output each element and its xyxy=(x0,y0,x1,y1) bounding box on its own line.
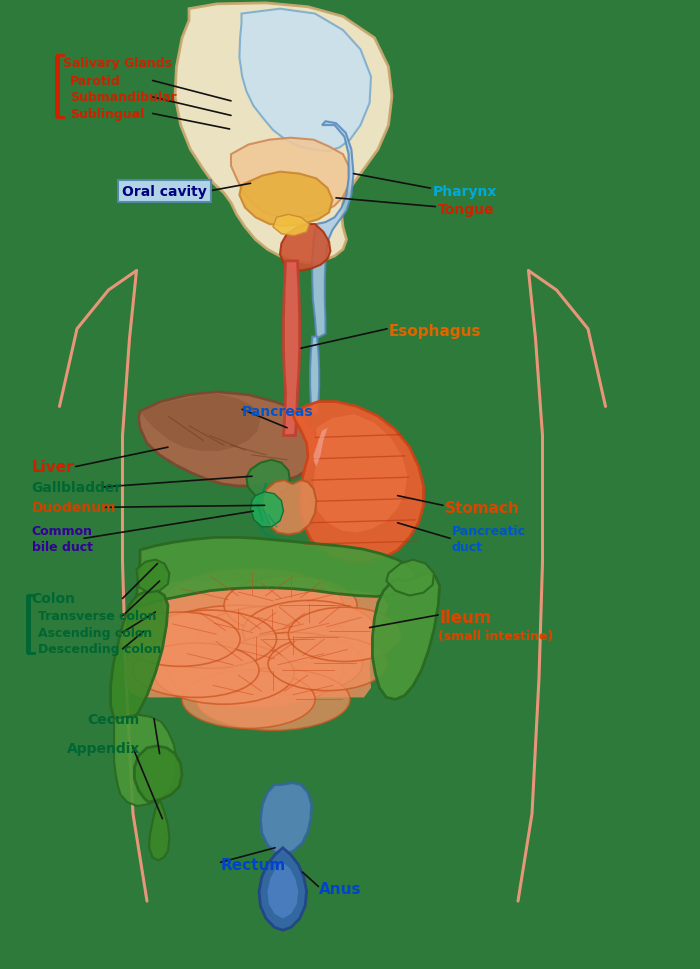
Polygon shape xyxy=(246,460,290,499)
Polygon shape xyxy=(280,225,330,271)
Polygon shape xyxy=(314,415,407,533)
Polygon shape xyxy=(372,574,440,700)
Polygon shape xyxy=(175,4,392,264)
Ellipse shape xyxy=(198,607,345,669)
Text: Pancreatic: Pancreatic xyxy=(452,524,526,538)
Text: Pharynx: Pharynx xyxy=(433,185,497,199)
Polygon shape xyxy=(114,715,176,806)
Ellipse shape xyxy=(121,612,240,667)
Text: duct: duct xyxy=(452,540,482,553)
Text: bile duct: bile duct xyxy=(32,540,92,553)
Text: Tongue: Tongue xyxy=(438,203,494,217)
Ellipse shape xyxy=(223,633,363,695)
Polygon shape xyxy=(310,337,319,415)
Text: (small intestine): (small intestine) xyxy=(438,629,553,642)
Polygon shape xyxy=(386,560,434,596)
Text: Salivary Glands: Salivary Glands xyxy=(63,56,172,70)
Ellipse shape xyxy=(243,601,376,663)
Ellipse shape xyxy=(168,634,343,707)
Text: Transverse colon: Transverse colon xyxy=(38,610,157,623)
Ellipse shape xyxy=(224,577,357,635)
Text: Pancreas: Pancreas xyxy=(241,405,313,419)
Text: Stomach: Stomach xyxy=(444,500,519,516)
Polygon shape xyxy=(139,392,318,486)
Polygon shape xyxy=(260,783,312,855)
Polygon shape xyxy=(312,122,354,339)
Polygon shape xyxy=(251,492,284,527)
Ellipse shape xyxy=(196,669,350,731)
Polygon shape xyxy=(134,746,182,802)
Ellipse shape xyxy=(268,637,387,691)
Text: Descending colon: Descending colon xyxy=(38,642,162,656)
Polygon shape xyxy=(239,10,371,152)
Polygon shape xyxy=(284,262,300,436)
Polygon shape xyxy=(111,591,168,725)
Text: Cecum: Cecum xyxy=(88,712,140,726)
Polygon shape xyxy=(262,481,316,535)
Text: Esophagus: Esophagus xyxy=(389,324,481,339)
Polygon shape xyxy=(239,172,332,227)
Polygon shape xyxy=(259,848,307,930)
Text: Colon: Colon xyxy=(32,592,76,606)
Ellipse shape xyxy=(133,643,259,698)
Text: Liver: Liver xyxy=(32,459,74,475)
Text: Ileum: Ileum xyxy=(440,609,492,626)
Text: Submandibular: Submandibular xyxy=(70,91,176,105)
Ellipse shape xyxy=(144,610,276,669)
Ellipse shape xyxy=(161,569,343,642)
Text: Rectum: Rectum xyxy=(220,857,286,872)
Text: Oral cavity: Oral cavity xyxy=(122,185,207,199)
Polygon shape xyxy=(136,560,169,593)
Polygon shape xyxy=(140,394,260,452)
Ellipse shape xyxy=(182,671,315,729)
Polygon shape xyxy=(267,862,298,919)
Ellipse shape xyxy=(154,642,294,704)
Text: Parotid: Parotid xyxy=(70,75,120,88)
Polygon shape xyxy=(293,402,424,562)
Polygon shape xyxy=(136,538,416,607)
Polygon shape xyxy=(273,215,309,236)
Text: Gallbladder: Gallbladder xyxy=(32,481,122,494)
Text: Sublingual: Sublingual xyxy=(70,108,144,121)
Text: Ascending colon: Ascending colon xyxy=(38,626,153,640)
Text: Anus: Anus xyxy=(318,881,361,896)
Ellipse shape xyxy=(154,606,322,673)
Polygon shape xyxy=(314,428,328,467)
Polygon shape xyxy=(231,139,350,218)
Text: Duodenum: Duodenum xyxy=(32,501,116,515)
Polygon shape xyxy=(149,799,169,860)
Text: Appendix: Appendix xyxy=(66,741,140,755)
Ellipse shape xyxy=(288,608,400,662)
Polygon shape xyxy=(126,581,389,698)
Text: Common: Common xyxy=(32,524,92,538)
